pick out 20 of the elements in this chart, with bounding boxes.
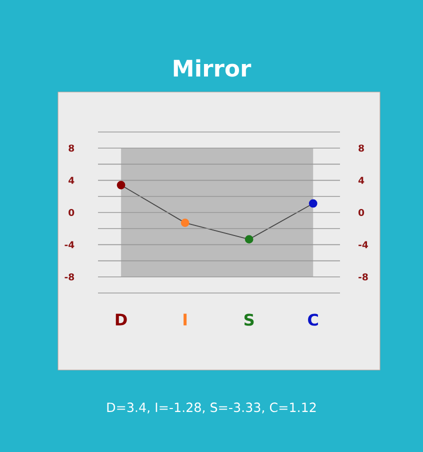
x-tick-label: S	[244, 314, 254, 326]
x-tick-label: C	[308, 314, 318, 326]
y-tick-label: -4	[64, 241, 74, 248]
y-tick-label: -8	[64, 273, 74, 280]
y-tick-label: 0	[68, 208, 74, 216]
y2-tick-label: -4	[358, 241, 368, 248]
y-tick-label: 8	[68, 144, 74, 152]
point	[180, 218, 190, 228]
x-tick-label: D	[116, 314, 127, 326]
x-tick-label: I	[184, 314, 187, 326]
y2-tick-label: 8	[358, 144, 364, 152]
y-tick-label: 4	[68, 176, 74, 184]
y2-tick-label: 0	[358, 208, 364, 216]
y2-tick-label: -8	[358, 273, 368, 280]
point	[244, 235, 254, 244]
point	[308, 199, 318, 208]
text: D=3.4, I=-1.28, S=-3.33, C=1.12	[107, 402, 316, 414]
chart-title: Mirror	[174, 59, 252, 77]
y2-tick-label: 4	[358, 176, 364, 184]
point	[116, 180, 126, 190]
